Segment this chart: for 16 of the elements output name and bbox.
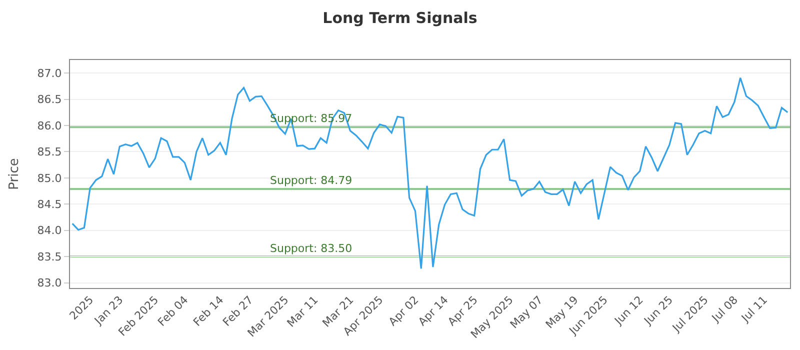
y-tick-label: 83.5	[37, 250, 62, 264]
x-tick-label: Jul 08	[708, 294, 740, 326]
y-tick-label: 86.5	[37, 93, 62, 106]
y-tick-label: 83.0	[37, 276, 62, 290]
line-series	[72, 77, 788, 270]
y-tick-label: 84.0	[37, 224, 62, 238]
ref-line-label: Support: 83.50	[270, 242, 352, 255]
chart-title: Long Term Signals	[322, 8, 478, 27]
y-tick-label: 87.0	[37, 66, 62, 80]
y-tick-label: 86.0	[37, 119, 62, 132]
y-tick-label: 85.5	[37, 146, 62, 159]
y-tick-label: 85.0	[37, 172, 62, 185]
x-tick-label: Jul 11	[738, 294, 770, 326]
y-axis-title: Price	[7, 158, 22, 190]
y-tick-label: 84.5	[37, 198, 62, 211]
ref-line-label: Support: 84.79	[270, 174, 352, 187]
